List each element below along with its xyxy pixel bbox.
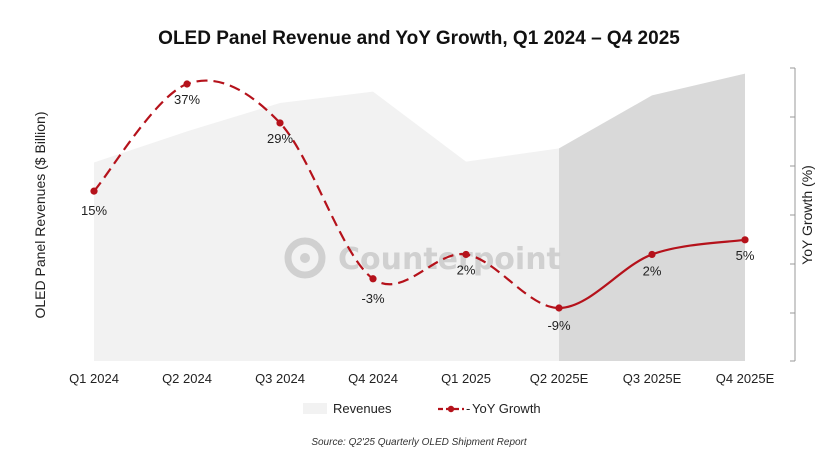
yoy-point <box>462 250 470 259</box>
yoy-point <box>276 119 284 127</box>
legend-revenues-swatch <box>303 403 327 414</box>
revenue-area-group <box>94 73 745 362</box>
revenue-area-bridge <box>466 148 559 361</box>
source-note: Source: Q2'25 Quarterly OLED Shipment Re… <box>311 437 528 448</box>
x-tick-label: Q3 2025E <box>623 371 682 386</box>
x-tick-label: Q1 2024 <box>69 371 119 386</box>
yoy-point <box>183 80 191 88</box>
x-tick-label: Q3 2024 <box>255 371 305 386</box>
watermark-logo-dot-icon <box>300 253 310 263</box>
revenue-area-actual <box>94 91 466 362</box>
x-axis-tick-labels: Q1 2024 Q2 2024 Q3 2024 Q4 2024 Q1 2025 Q2 20… <box>69 371 775 386</box>
chart-title: OLED Panel Revenue and YoY Growth, Q1 20… <box>158 28 680 49</box>
watermark-logo-icon <box>284 237 326 279</box>
legend-yoy-label: YoY Growth <box>472 401 541 416</box>
watermark-text: Counterpoint <box>338 242 561 277</box>
x-tick-label: Q2 2024 <box>162 371 212 386</box>
x-tick-label: Q4 2024 <box>348 371 398 386</box>
revenue-area-forecast <box>559 73 745 362</box>
yoy-point <box>741 236 749 244</box>
yoy-point <box>648 250 656 259</box>
yoy-data-label: 2% <box>457 262 476 277</box>
x-tick-label: Q2 2025E <box>530 371 589 386</box>
watermark: Counterpoint <box>284 237 561 279</box>
right-axis <box>790 67 796 362</box>
right-axis-title: YoY Growth (%) <box>799 165 815 265</box>
yoy-point <box>369 275 377 283</box>
yoy-point <box>555 304 563 312</box>
yoy-point <box>90 187 98 195</box>
yoy-data-label: -3% <box>361 291 385 306</box>
yoy-data-labels: 15% 37% 29% -3% 2% -9% 2% 5% <box>81 92 755 333</box>
left-axis-title: OLED Panel Revenues ($ Billion) <box>32 112 48 319</box>
yoy-data-label: 15% <box>81 203 107 218</box>
x-tick-label: Q1 2025 <box>441 371 491 386</box>
x-tick-label: Q4 2025E <box>716 371 775 386</box>
legend: Revenues - YoY Growth <box>303 401 541 416</box>
yoy-data-label: 2% <box>643 263 662 278</box>
legend-revenues-label: Revenues <box>333 401 392 416</box>
yoy-data-label: 29% <box>267 131 293 146</box>
yoy-data-label: 37% <box>174 92 200 107</box>
yoy-data-label: 5% <box>736 248 755 263</box>
yoy-points <box>90 80 749 312</box>
yoy-data-label: -9% <box>547 318 571 333</box>
yoy-growth-series: 15% 37% 29% -3% 2% -9% 2% 5% <box>81 79 755 333</box>
legend-yoy-label-prefix: - <box>466 401 470 416</box>
legend-yoy-swatch-marker <box>447 405 455 413</box>
